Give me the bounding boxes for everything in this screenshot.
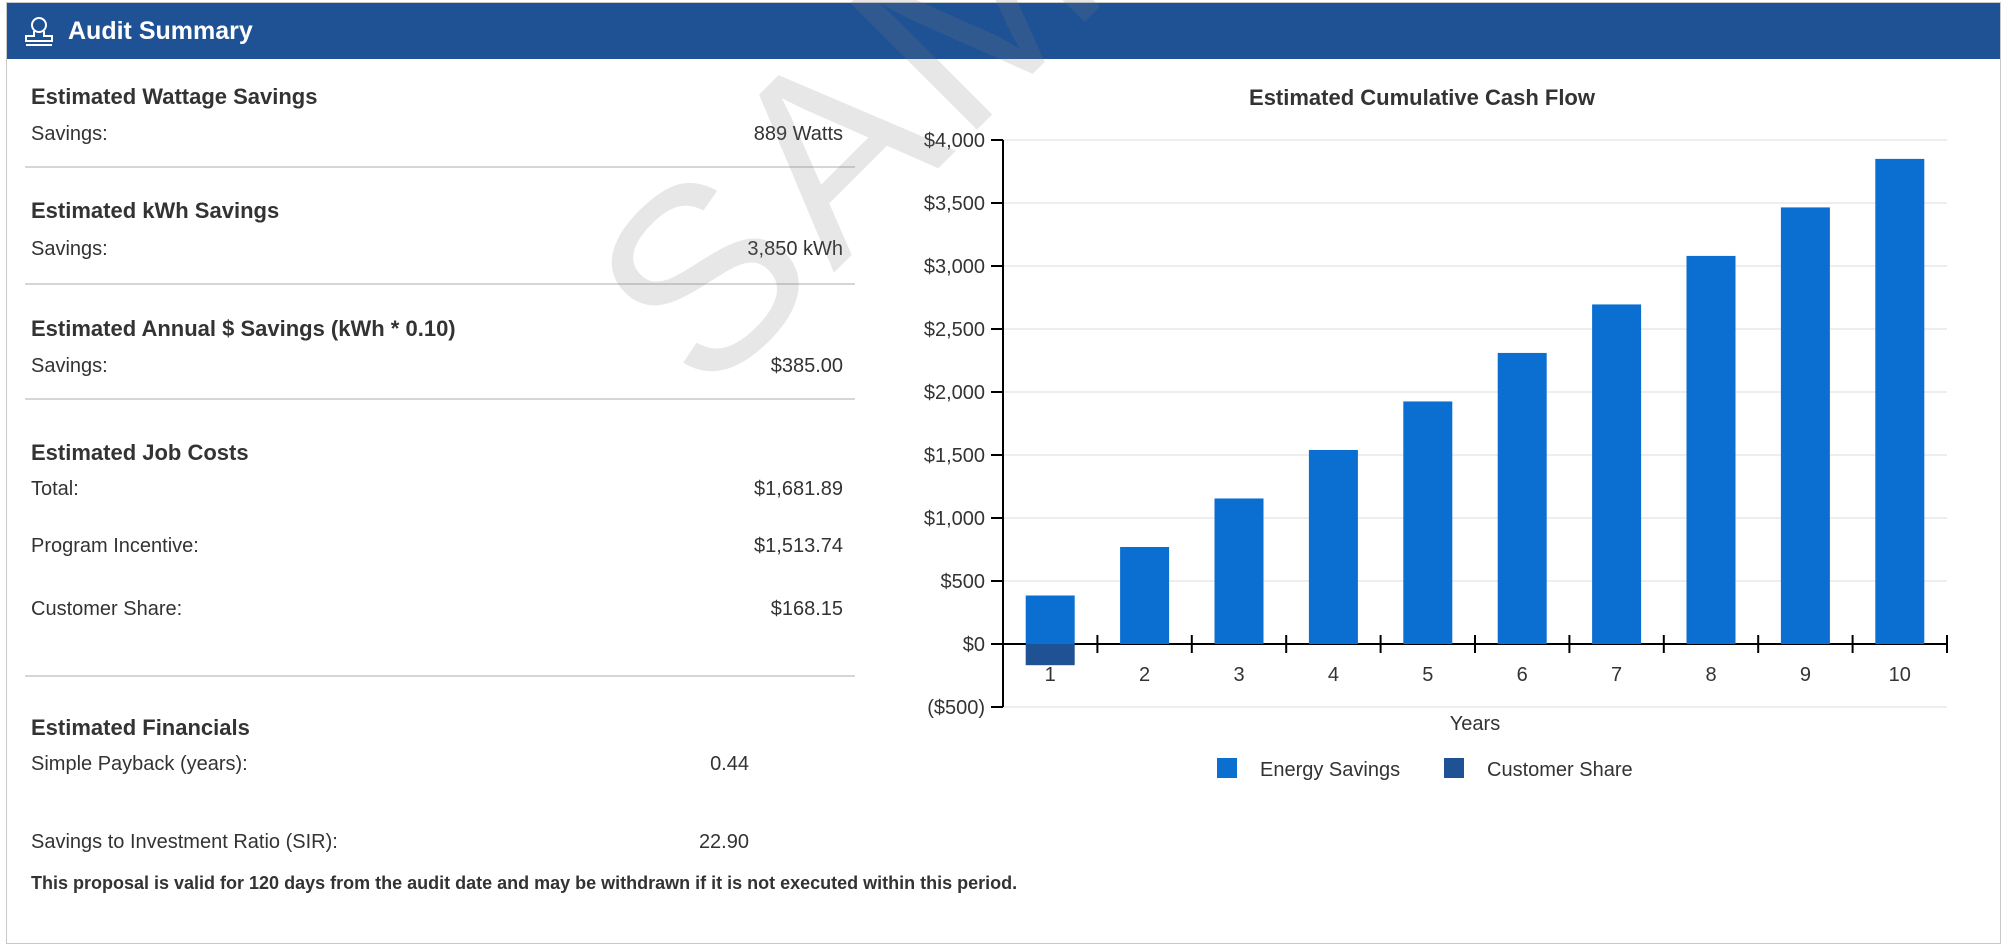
audit-details: Estimated Wattage Savings Savings: 889 W…: [25, 59, 855, 877]
row-value: 889 Watts: [753, 123, 843, 145]
row-value: $1,513.74: [754, 535, 843, 557]
proposal-validity-note: This proposal is valid for 120 days from…: [31, 873, 1018, 893]
panel-title: Audit Summary: [68, 16, 253, 45]
row-label: Customer Share:: [31, 598, 183, 620]
x-tick-label: 7: [1611, 664, 1622, 686]
row-label: Simple Payback (years):: [31, 753, 248, 775]
row-label: Savings:: [31, 123, 108, 145]
user-stamp-icon: [24, 14, 54, 48]
x-tick-label: 1: [1045, 664, 1056, 686]
row-value: 22.90: [698, 831, 749, 853]
y-tick-label: $3,000: [924, 256, 985, 278]
x-tick-label: 8: [1705, 664, 1716, 686]
row-label: Program Incentive:: [31, 535, 199, 557]
y-tick-label: $3,500: [924, 193, 985, 215]
legend-swatch: [1217, 758, 1237, 778]
panel-header: Audit Summary: [7, 3, 2000, 59]
x-tick-label: 4: [1328, 664, 1339, 686]
x-tick-label: 5: [1422, 664, 1433, 686]
bar-customer-share: [1025, 644, 1075, 666]
row-value: $1,681.89: [754, 478, 843, 500]
financials-section: Estimated Financials Simple Payback (yea…: [25, 677, 855, 877]
row-value: $385.00: [770, 355, 843, 377]
row-value: 0.44: [710, 753, 749, 775]
y-tick-label: $0: [963, 634, 985, 656]
x-tick-label: 9: [1800, 664, 1811, 686]
audit-summary-panel: Audit Summary Estimated Wattage Savings …: [6, 0, 2001, 944]
bar-energy-savings: [1497, 352, 1547, 644]
kwh-savings-section: Estimated kWh Savings Savings: 3,850 kWh: [25, 168, 855, 285]
chart-title: Estimated Cumulative Cash Flow: [1249, 85, 1596, 110]
row-label: Savings:: [31, 355, 108, 377]
row-label: Total:: [31, 478, 79, 500]
x-axis-label: Years: [1450, 713, 1500, 735]
x-tick-label: 3: [1233, 664, 1244, 686]
y-tick-label: $2,000: [924, 382, 985, 404]
y-tick-label: ($500): [927, 697, 985, 719]
row-label: Savings:: [31, 238, 108, 260]
job-costs-section: Estimated Job Costs Total: $1,681.89 Pro…: [25, 400, 855, 677]
section-title: Estimated Wattage Savings: [31, 84, 318, 109]
cumulative-cash-flow-chart: Estimated Cumulative Cash Flow $4,000 $3,5…: [924, 85, 1948, 781]
bar-energy-savings: [1120, 546, 1170, 644]
wattage-savings-section: Estimated Wattage Savings Savings: 889 W…: [25, 59, 855, 168]
row-value: $168.15: [770, 598, 843, 620]
legend-label: Customer Share: [1487, 759, 1633, 781]
section-title: Estimated Annual $ Savings (kWh * 0.10): [31, 316, 456, 341]
y-tick-label: $500: [941, 571, 986, 593]
y-tick-label: $1,000: [924, 508, 985, 530]
section-title: Estimated kWh Savings: [31, 198, 280, 223]
annual-savings-section: Estimated Annual $ Savings (kWh * 0.10) …: [25, 285, 855, 400]
y-tick-label: $2,500: [924, 319, 985, 341]
row-label: Savings to Investment Ratio (SIR):: [31, 831, 338, 853]
bar-energy-savings: [1403, 401, 1453, 644]
bar-energy-savings: [1025, 595, 1075, 644]
legend-swatch: [1444, 758, 1464, 778]
section-title: Estimated Financials: [31, 715, 250, 740]
bar-energy-savings: [1780, 207, 1830, 644]
x-tick-label: 2: [1139, 664, 1150, 686]
bar-energy-savings: [1308, 449, 1358, 644]
bar-energy-savings: [1214, 498, 1264, 644]
bar-energy-savings: [1875, 158, 1925, 644]
row-value: 3,850 kWh: [747, 238, 843, 260]
bar-energy-savings: [1686, 255, 1736, 645]
y-tick-label: $1,500: [924, 445, 985, 467]
legend-label: Energy Savings: [1260, 759, 1400, 781]
x-tick-label: 6: [1517, 664, 1528, 686]
x-tick-label: 10: [1889, 664, 1911, 686]
bar-energy-savings: [1592, 304, 1642, 644]
y-tick-label: $4,000: [924, 130, 985, 152]
section-title: Estimated Job Costs: [31, 440, 249, 465]
